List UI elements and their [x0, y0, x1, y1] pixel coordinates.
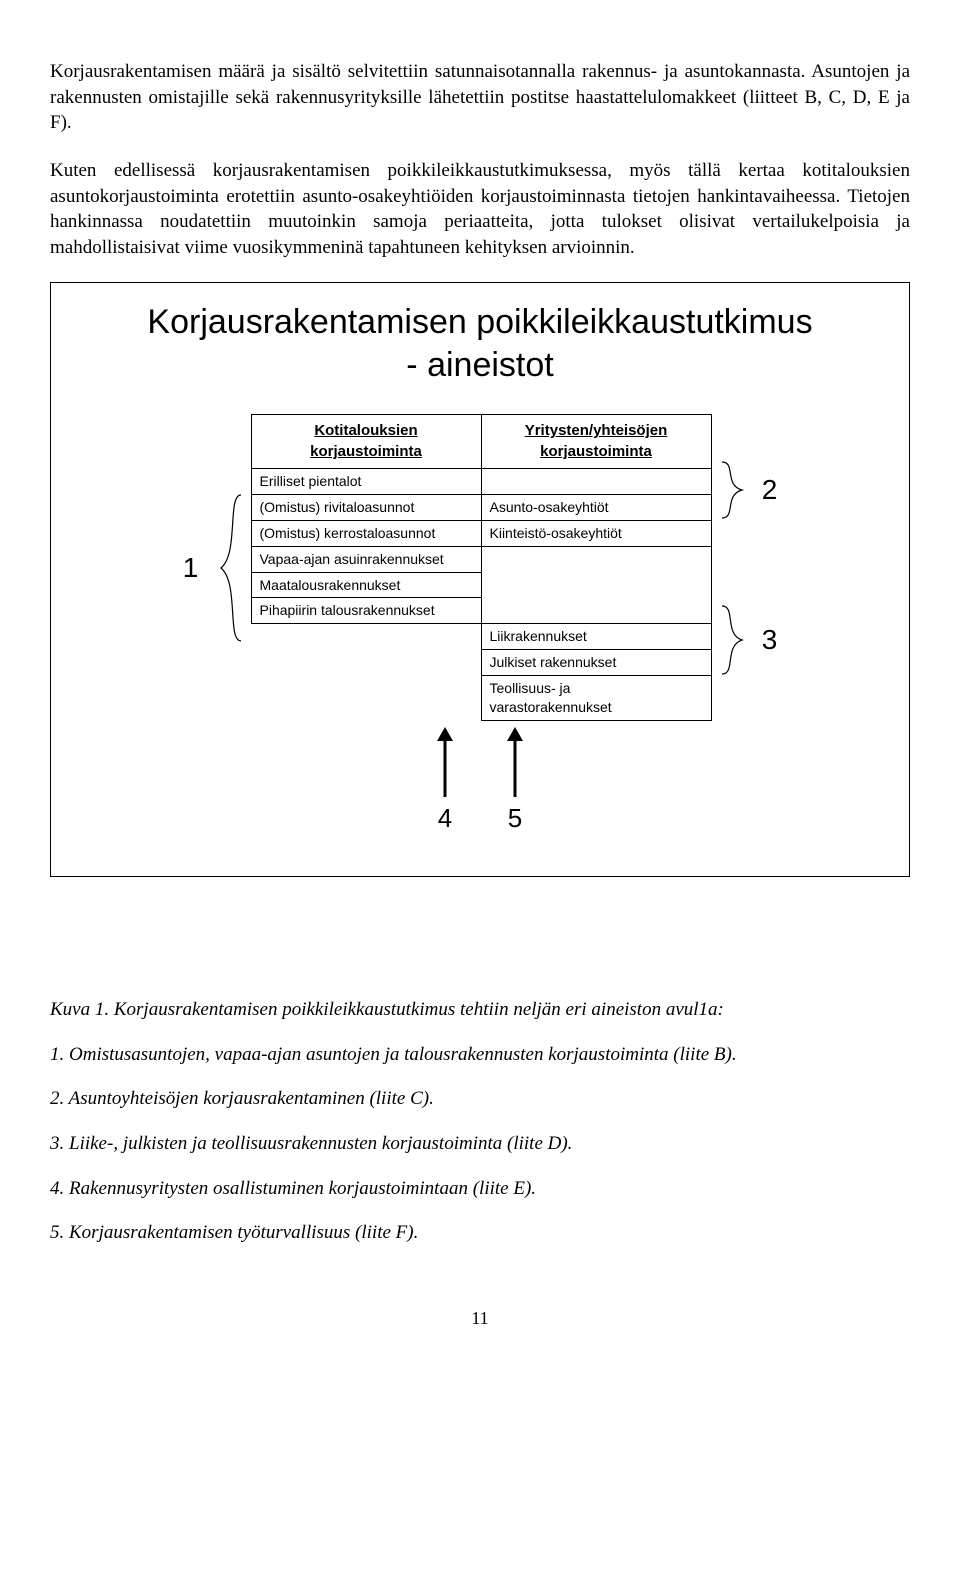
cell-l-5: Pihapiirin talousrakennukset — [251, 598, 481, 624]
arrows-row: 4 5 — [81, 727, 879, 836]
diagram-table: Kotitalouksien korjaustoiminta Yritysten… — [251, 414, 712, 720]
diagram-container: Korjausrakentamisen poikkileikkaustutkim… — [50, 282, 910, 877]
list-item-4: 4. Rakennusyritysten osallistuminen korj… — [50, 1176, 910, 1202]
cell-r-0 — [481, 468, 711, 494]
cell-l-4: Maatalousrakennukset — [251, 572, 481, 598]
arrow-up-icon — [505, 727, 525, 797]
cell-r-1: Asunto-osakeyhtiöt — [481, 494, 711, 520]
right-labels: 2 3 — [720, 460, 788, 676]
list-item-3: 3. Liike-, julkisten ja teollisuusrakenn… — [50, 1131, 910, 1157]
bracket-right-bottom — [720, 604, 746, 676]
diagram-body: 1 Kotitalouksien korjaustoiminta Yrityst… — [81, 414, 879, 720]
cell-r-empty — [481, 546, 711, 624]
page-number: 11 — [50, 1306, 910, 1330]
header-left-l1: Kotitalouksien — [314, 422, 417, 439]
cell-rb-2a: Teollisuus- ja — [490, 680, 571, 696]
cell-rb-0: Liikrakennukset — [481, 624, 711, 650]
cell-l-2: (Omistus) kerrostaloasunnot — [251, 520, 481, 546]
header-right-l2: korjaustoiminta — [540, 443, 652, 460]
bracket-left — [217, 493, 243, 643]
right-row-2: 2 — [720, 460, 788, 520]
cell-rb-1: Julkiset rakennukset — [481, 650, 711, 676]
label-4: 4 — [438, 801, 452, 836]
right-row-3: 3 — [720, 604, 788, 676]
header-right-l1: Yritysten/yhteisöjen — [525, 422, 668, 439]
cell-rb-2b: varastorakennukset — [490, 699, 612, 715]
diagram-title: Korjausrakentamisen poikkileikkaustutkim… — [81, 301, 879, 386]
diagram-title-line1: Korjausrakentamisen poikkileikkaustutkim… — [147, 303, 812, 341]
label-5: 5 — [508, 801, 522, 836]
diagram-title-line2: - aineistot — [406, 346, 553, 384]
label-2: 2 — [752, 471, 788, 509]
header-right: Yritysten/yhteisöjen korjaustoiminta — [481, 415, 711, 469]
arrow-5-col: 5 — [505, 727, 525, 836]
header-left-l2: korjaustoiminta — [310, 443, 422, 460]
arrow-up-icon — [435, 727, 455, 797]
cell-l-3: Vapaa-ajan asuinrakennukset — [251, 546, 481, 572]
cell-l-1: (Omistus) rivitaloasunnot — [251, 494, 481, 520]
paragraph-2: Kuten edellisessä korjausrakentamisen po… — [50, 158, 910, 261]
list-item-1: 1. Omistusasuntojen, vapaa-ajan asuntoje… — [50, 1042, 910, 1068]
header-left: Kotitalouksien korjaustoiminta — [251, 415, 481, 469]
figure-caption: Kuva 1. Korjausrakentamisen poikkileikka… — [50, 997, 910, 1023]
cell-l-0: Erilliset pientalot — [251, 468, 481, 494]
arrow-4-col: 4 — [435, 727, 455, 836]
label-3: 3 — [752, 621, 788, 659]
right-spacer — [720, 532, 788, 592]
paragraph-1: Korjausrakentamisen määrä ja sisältö sel… — [50, 59, 910, 136]
cell-l-empty — [251, 624, 481, 721]
table-wrap: Kotitalouksien korjaustoiminta Yritysten… — [251, 414, 712, 720]
label-1: 1 — [173, 549, 209, 587]
list-item-2: 2. Asuntoyhteisöjen korjausrakentaminen … — [50, 1086, 910, 1112]
cell-r-2: Kiinteistö-osakeyhtiöt — [481, 520, 711, 546]
bracket-right-top — [720, 460, 746, 520]
list-item-5: 5. Korjausrakentamisen työturvallisuus (… — [50, 1220, 910, 1246]
cell-rb-2: Teollisuus- ja varastorakennukset — [481, 676, 711, 721]
